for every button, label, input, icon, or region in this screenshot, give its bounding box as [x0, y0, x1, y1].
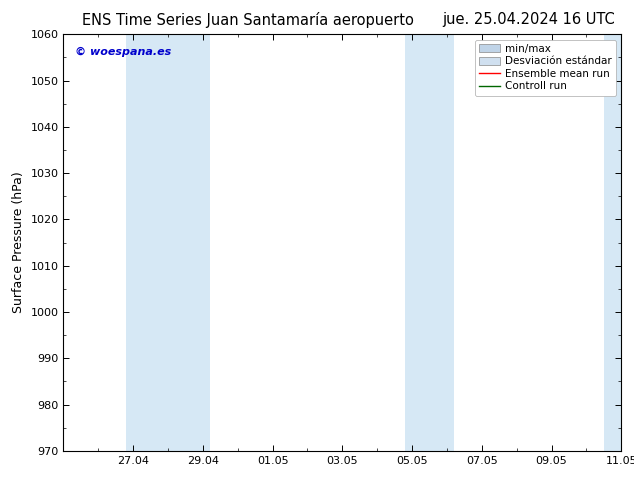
Text: jue. 25.04.2024 16 UTC: jue. 25.04.2024 16 UTC — [443, 12, 615, 27]
Legend: min/max, Desviación estándar, Ensemble mean run, Controll run: min/max, Desviación estándar, Ensemble m… — [475, 40, 616, 96]
Bar — [604, 34, 634, 451]
Bar — [405, 34, 454, 451]
Y-axis label: Surface Pressure (hPa): Surface Pressure (hPa) — [12, 172, 25, 314]
Text: ENS Time Series Juan Santamaría aeropuerto: ENS Time Series Juan Santamaría aeropuer… — [82, 12, 414, 28]
Text: © woespana.es: © woespana.es — [75, 47, 171, 57]
Bar — [126, 34, 210, 451]
